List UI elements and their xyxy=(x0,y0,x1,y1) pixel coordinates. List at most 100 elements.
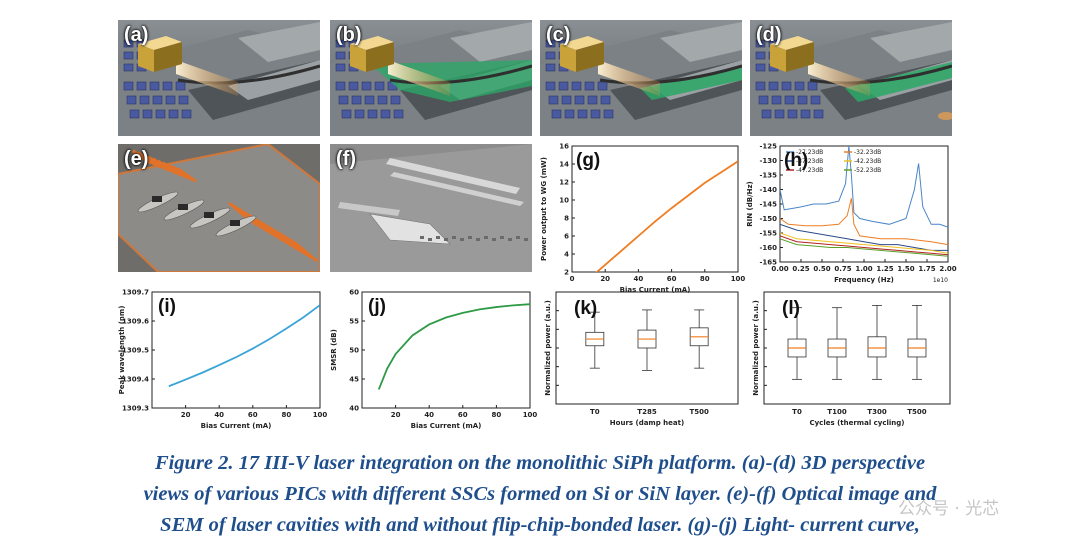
bond-pad xyxy=(551,109,562,119)
panel-c: (c) xyxy=(540,20,742,136)
bond-pad xyxy=(123,39,134,48)
y-tick-label: 1309.5 xyxy=(122,347,149,355)
marker xyxy=(516,236,520,239)
render-b xyxy=(330,20,532,136)
x-tick-label: T500 xyxy=(689,408,709,416)
y-tick-label: 2 xyxy=(564,269,569,277)
x-tick-label: T100 xyxy=(827,408,847,416)
laser-chip-top xyxy=(560,36,604,50)
bond-pad xyxy=(755,81,766,91)
bond-pad xyxy=(787,109,798,119)
y-tick-label: 1309.7 xyxy=(122,289,149,297)
bond-pad xyxy=(129,109,140,119)
bond-pad xyxy=(784,95,795,105)
series-line-1 xyxy=(377,303,530,390)
legend-label: -27.23dB xyxy=(796,149,823,156)
y-tick-label: 1309.3 xyxy=(122,405,149,413)
x-tick-label: T285 xyxy=(637,408,657,416)
panel-label-f: (f) xyxy=(336,148,356,170)
marker xyxy=(428,238,432,241)
y-tick-label: -150 xyxy=(759,215,777,223)
y-tick-label: 8 xyxy=(564,215,569,223)
bond-pad xyxy=(335,63,346,72)
marker xyxy=(476,238,480,241)
caption-line-3: SEM of laser cavities with and without f… xyxy=(160,514,920,536)
x-tick-label: 40 xyxy=(214,411,224,419)
bond-pad xyxy=(545,81,556,91)
x-axis-label: Bias Current (mA) xyxy=(201,422,272,430)
panel-label-i: (i) xyxy=(158,296,176,317)
bond-pad xyxy=(155,109,166,119)
x-tick-label: 80 xyxy=(282,411,292,419)
x-axis-label: Bias Current (mA) xyxy=(411,422,482,430)
bond-pad xyxy=(813,109,824,119)
x-unit-label: 1e10 xyxy=(933,277,948,284)
marker xyxy=(452,236,456,239)
laser-chip-side xyxy=(770,44,786,72)
marker xyxy=(468,236,472,239)
bond-pad xyxy=(558,81,569,91)
legend-label: -52.23dB xyxy=(854,167,881,174)
output-glow xyxy=(938,112,952,120)
bond-pad xyxy=(335,81,346,91)
orange-pad xyxy=(293,240,318,263)
y-tick-label: -165 xyxy=(759,259,777,267)
y-tick-label: -140 xyxy=(759,186,777,194)
x-tick-label: 1.50 xyxy=(897,265,914,273)
panel-d: (d) xyxy=(750,20,952,136)
bond-pad xyxy=(761,109,772,119)
bond-pad xyxy=(597,81,608,91)
laser-chip-side xyxy=(138,44,154,72)
bond-pad xyxy=(600,95,611,105)
bond-pad xyxy=(545,51,556,60)
marker xyxy=(508,238,512,241)
laser-chip-front xyxy=(576,42,604,72)
y-axis-label: Peak wavelength (nm) xyxy=(118,306,126,395)
plot-frame xyxy=(571,145,739,273)
laser-beam xyxy=(388,60,450,96)
waveguide xyxy=(177,64,320,85)
bond-pad xyxy=(139,95,150,105)
y-tick-label: -130 xyxy=(759,157,777,165)
panel-label-l: (l) xyxy=(782,298,800,319)
panel-a: (a) xyxy=(118,20,320,136)
y-axis-label: Normalized power (a.u.) xyxy=(752,300,760,396)
panel-label-e: (e) xyxy=(124,148,149,170)
series-line-3 xyxy=(780,223,948,251)
chart-j-svg: 20 40 60 80 100 40 45 50 55 60 Bias Current (mA) SM… xyxy=(330,289,537,431)
x-axis-label: Cycles (thermal cycling) xyxy=(809,419,904,427)
x-tick-label: 40 xyxy=(424,411,434,419)
laser-beam xyxy=(808,60,870,96)
rail xyxy=(386,158,520,194)
x-tick-label: 0.00 xyxy=(771,265,788,273)
panel-label-g: (g) xyxy=(576,150,600,171)
bond-pad xyxy=(142,109,153,119)
ledge xyxy=(660,22,742,62)
panel-e: (e) xyxy=(118,144,320,272)
bond-pad xyxy=(768,81,779,91)
bond-pad xyxy=(152,95,163,105)
legend-label: -42.23dB xyxy=(854,158,881,165)
series-line-2 xyxy=(780,198,948,246)
y-axis-label: RIN (dB/Hz) xyxy=(746,181,754,227)
bond-pad xyxy=(351,95,362,105)
bond-pad xyxy=(571,81,582,91)
chart-g: 0 20 40 60 80 100 2 4 6 8 10 12 14 16 Bias Current (mA… xyxy=(538,140,746,295)
caption-line-2: views of various PICs with different SSC… xyxy=(143,483,937,505)
figure-caption: Figure 2. 17 III-V laser integration on … xyxy=(0,448,1080,541)
marker xyxy=(484,236,488,239)
x-tick-label: 0.25 xyxy=(792,265,809,273)
render-c xyxy=(540,20,742,136)
laser-die xyxy=(230,220,240,226)
y-axis-label: Power output to WG (mW) xyxy=(540,157,548,261)
series-line-4 xyxy=(780,232,948,254)
bond-pad xyxy=(165,95,176,105)
x-axis-label: Bias Current (mA) xyxy=(620,286,691,294)
waveguide xyxy=(809,64,952,85)
bond-pad xyxy=(603,109,614,119)
x-tick-label: T0 xyxy=(792,408,802,416)
x-tick-label: 100 xyxy=(731,275,746,283)
y-tick-label: 14 xyxy=(559,161,569,169)
x-tick-label: 20 xyxy=(600,275,610,283)
ledge xyxy=(870,22,952,62)
